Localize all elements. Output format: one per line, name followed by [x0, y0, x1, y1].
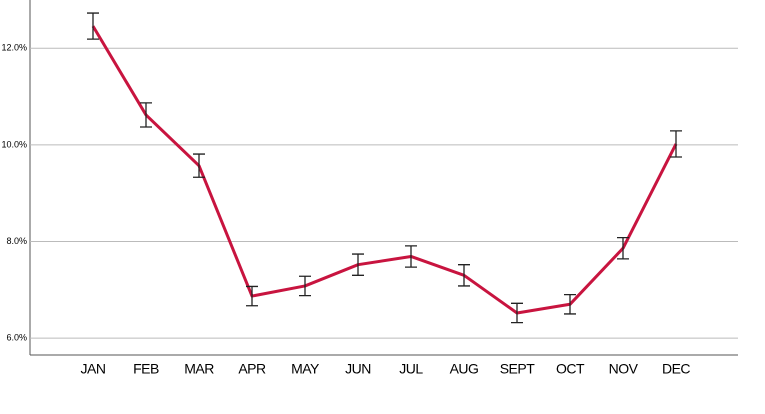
error-bar [140, 102, 152, 128]
x-tick-label: APR [238, 361, 266, 377]
error-bar [87, 12, 99, 40]
x-tick-label: NOV [609, 361, 639, 377]
x-tick-label: MAY [291, 361, 320, 377]
y-tick-label: 10.0% [1, 139, 27, 149]
y-tick-label: 8.0% [6, 236, 27, 246]
x-tick-label: JUN [345, 361, 371, 377]
error-bar [352, 253, 364, 276]
error-bar [458, 264, 470, 287]
error-bar [670, 130, 682, 158]
x-tick-label: OCT [556, 361, 585, 377]
x-tick-label: JUL [399, 361, 423, 377]
x-tick-label: JAN [81, 361, 106, 377]
error-bar [617, 236, 629, 260]
y-tick-label: 6.0% [6, 332, 27, 342]
error-bar [246, 285, 258, 307]
x-tick-label: AUG [450, 361, 479, 377]
error-bar [511, 302, 523, 324]
error-bar [193, 153, 205, 178]
x-tick-label: MAR [184, 361, 214, 377]
data-line [91, 25, 678, 315]
y-tick-label: 12.0% [1, 43, 27, 53]
x-tick-label: FEB [133, 361, 159, 377]
error-bar [299, 275, 311, 297]
x-tick-label: SEPT [500, 361, 536, 377]
x-tick-label: DEC [662, 361, 690, 377]
error-bar [564, 293, 576, 315]
error-bar [405, 245, 417, 268]
